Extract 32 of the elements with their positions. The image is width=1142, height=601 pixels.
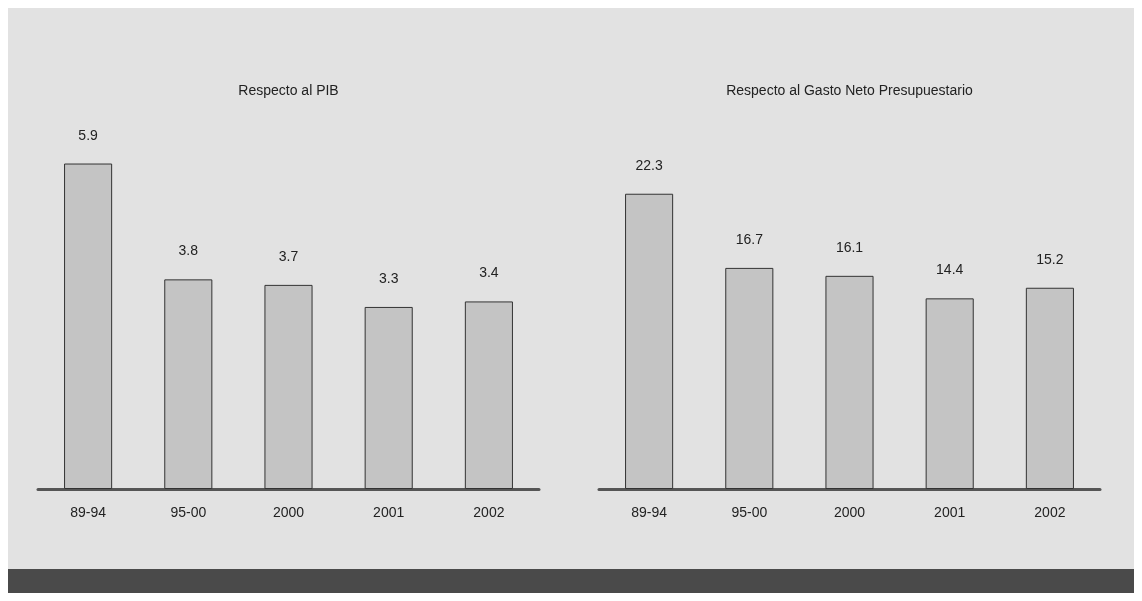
data-label: 3.8 bbox=[178, 242, 199, 259]
data-label: 16.7 bbox=[735, 230, 764, 247]
x-tick-label: 2000 bbox=[272, 504, 305, 520]
x-tick-label: 89-94 bbox=[631, 504, 668, 520]
bar bbox=[464, 301, 513, 489]
data-label: 3.3 bbox=[378, 269, 399, 286]
chart-title: Respecto al PIB bbox=[238, 82, 339, 98]
bar bbox=[925, 298, 974, 489]
data-label: 14.4 bbox=[936, 261, 964, 278]
bar bbox=[364, 306, 413, 489]
bar bbox=[1025, 287, 1074, 489]
x-tick-label: 2002 bbox=[473, 504, 505, 520]
x-tick-label: 2001 bbox=[934, 504, 966, 520]
x-tick-label: 89-94 bbox=[70, 504, 107, 520]
bar bbox=[264, 284, 313, 489]
data-label: 15.2 bbox=[1036, 250, 1064, 267]
bar bbox=[625, 193, 674, 489]
chart-title: Respecto al Gasto Neto Presupuestario bbox=[726, 82, 974, 98]
x-tick-label: 95-00 bbox=[170, 504, 207, 520]
data-label: 5.9 bbox=[78, 126, 99, 143]
data-label: 3.7 bbox=[278, 247, 299, 264]
x-tick-label: 2000 bbox=[833, 504, 866, 520]
x-tick-label: 95-00 bbox=[731, 504, 768, 520]
data-label: 3.4 bbox=[479, 264, 499, 281]
bar bbox=[164, 279, 213, 489]
bar bbox=[64, 163, 113, 489]
x-tick-label: 2002 bbox=[1034, 504, 1066, 520]
x-tick-label: 2001 bbox=[373, 504, 405, 520]
bar bbox=[725, 267, 774, 489]
data-label: 22.3 bbox=[635, 156, 663, 173]
data-label: 16.1 bbox=[835, 238, 864, 255]
bar bbox=[825, 275, 874, 489]
